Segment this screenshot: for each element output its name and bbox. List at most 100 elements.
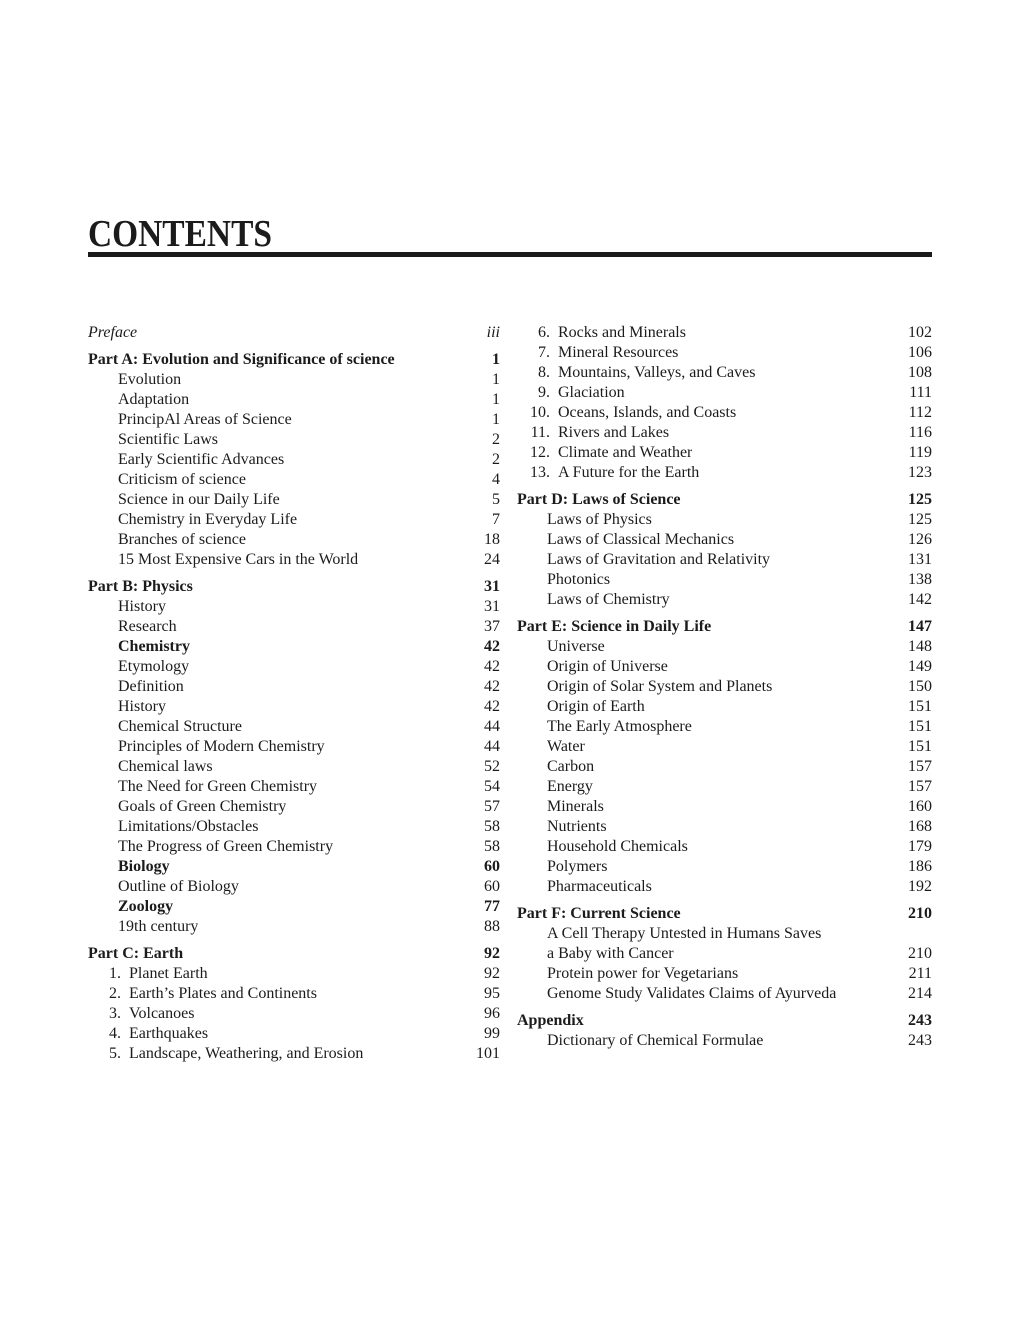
toc-entry: 1. Planet Earth 92: [88, 964, 500, 984]
toc-entry-number: 11.: [530, 424, 550, 441]
toc-entry-page-number: 125: [908, 511, 932, 528]
toc-entry: Etymology 42: [88, 657, 500, 677]
toc-entry-label: Science in our Daily Life: [118, 491, 280, 508]
toc-entry: Photonics 138: [517, 570, 932, 590]
toc-entry-page-number: 1: [492, 351, 500, 368]
toc-entry: Origin of Earth 151: [517, 697, 932, 717]
page-title: CONTENTS: [88, 213, 272, 255]
toc-entry-page-number: 77: [484, 898, 500, 915]
toc-entry-label: Rivers and Lakes: [558, 424, 670, 441]
toc-entry-label: A Cell Therapy Untested in Humans Saves: [547, 925, 822, 942]
toc-column-left: Preface iii Part A: Evolution and Signific…: [88, 323, 500, 1064]
toc-entry-page-number: 24: [484, 551, 500, 568]
toc-entry: Origin of Solar System and Planets 150: [517, 677, 932, 697]
toc-entry-label: Evolution: [118, 371, 182, 388]
toc-entry-label: Laws of Gravitation and Relativity: [547, 551, 771, 568]
toc-entry-label: Polymers: [547, 858, 608, 875]
toc-entry-page-number: 116: [908, 424, 932, 441]
toc-entry-page-number: 157: [908, 758, 932, 775]
toc-entry-page-number: 58: [484, 818, 500, 835]
toc-entry-page-number: 2: [492, 431, 500, 448]
toc-entry-page-number: 54: [484, 778, 500, 795]
toc-entry-page-number: 42: [484, 638, 500, 655]
toc-entry-label: Mineral Resources: [558, 344, 679, 361]
toc-entry-label: Branches of science: [118, 531, 246, 548]
toc-entry-label: The Need for Green Chemistry: [118, 778, 318, 795]
toc-entry-number: 1.: [109, 965, 121, 982]
toc-entry-label: Criticism of science: [118, 471, 246, 488]
toc-entry: Laws of Classical Mechanics 126: [517, 530, 932, 550]
toc-entry-page-number: 211: [908, 965, 932, 982]
toc-entry-label: Carbon: [547, 758, 595, 775]
toc-entry-page-number: 37: [484, 618, 500, 635]
toc-entry-label: Origin of Universe: [547, 658, 668, 675]
toc-entry-page-number: 192: [908, 878, 932, 895]
toc-entry: 4. Earthquakes 99: [88, 1024, 500, 1044]
toc-entry: Chemistry 42: [88, 637, 500, 657]
toc-entry: Biology 60: [88, 857, 500, 877]
toc-entry-page-number: 151: [908, 738, 932, 755]
toc-entry: 9. Glaciation 111: [517, 383, 932, 403]
toc-entry: 10. Oceans, Islands, and Coasts 112: [517, 403, 932, 423]
toc-entry-page-number: 44: [484, 718, 500, 735]
toc-entry-page-number: iii: [486, 324, 500, 341]
toc-entry-label: Appendix: [517, 1012, 584, 1029]
toc-entry-page-number: 101: [476, 1045, 500, 1062]
toc-entry-label: Preface: [88, 324, 138, 341]
toc-entry-page-number: 243: [908, 1032, 932, 1049]
toc-entry: Laws of Gravitation and Relativity 131: [517, 550, 932, 570]
toc-entry-page-number: 210: [908, 945, 932, 962]
toc-entry: 5. Landscape, Weathering, and Erosion 101: [88, 1044, 500, 1064]
toc-part-heading: Part A: Evolution and Significance of sc…: [88, 350, 500, 370]
toc-entry: 6. Rocks and Minerals 102: [517, 323, 932, 343]
toc-entry-label: Landscape, Weathering, and Erosion: [129, 1045, 364, 1062]
toc-entry-label: Protein power for Vegetarians: [547, 965, 739, 982]
toc-entry: 13. A Future for the Earth 123: [517, 463, 932, 483]
toc-entry: Carbon 157: [517, 757, 932, 777]
toc-entry-page-number: 111: [909, 384, 932, 401]
toc-columns: Preface iii Part A: Evolution and Signific…: [88, 323, 932, 1064]
toc-entry-label: Part B: Physics: [88, 578, 193, 595]
toc-entry: 2. Earth’s Plates and Continents 95: [88, 984, 500, 1004]
toc-entry-page-number: 210: [908, 905, 932, 922]
toc-entry-number: 8.: [538, 364, 550, 381]
toc-entry-page-number: 92: [484, 945, 500, 962]
toc-entry: Zoology 77: [88, 897, 500, 917]
toc-column-right: 6. Rocks and Minerals 102 7. Mineral Resourc…: [517, 323, 932, 1064]
toc-entry: Minerals 160: [517, 797, 932, 817]
toc-entry-page-number: 7: [492, 511, 500, 528]
toc-entry-page-number: 96: [484, 1005, 500, 1022]
toc-entry-label: Universe: [547, 638, 605, 655]
toc-entry-page-number: 126: [908, 531, 932, 548]
toc-entry: The Need for Green Chemistry 54: [88, 777, 500, 797]
toc-entry-page-number: 160: [908, 798, 932, 815]
toc-entry-number: 2.: [109, 985, 121, 1002]
toc-entry-page-number: 52: [484, 758, 500, 775]
toc-entry: 8. Mountains, Valleys, and Caves 108: [517, 363, 932, 383]
toc-entry: Scientific Laws 2: [88, 430, 500, 450]
toc-entry-page-number: 1: [492, 391, 500, 408]
toc-entry: Goals of Green Chemistry 57: [88, 797, 500, 817]
toc-entry-label: Oceans, Islands, and Coasts: [558, 404, 737, 421]
toc-entry-label: Energy: [547, 778, 593, 795]
toc-entry-page-number: 58: [484, 838, 500, 855]
toc-part-heading: Part D: Laws of Science 125: [517, 490, 932, 510]
toc-entry-page-number: 119: [908, 444, 932, 461]
toc-entry-number: 13.: [530, 464, 550, 481]
toc-entry: Preface iii: [88, 323, 500, 343]
toc-entry-page-number: 151: [908, 718, 932, 735]
toc-entry-number: 9.: [538, 384, 550, 401]
toc-part-heading: Part E: Science in Daily Life 147: [517, 617, 932, 637]
toc-entry: 11. Rivers and Lakes 116: [517, 423, 932, 443]
toc-entry: Adaptation 1: [88, 390, 500, 410]
toc-entry-label: Goals of Green Chemistry: [118, 798, 287, 815]
toc-entry-page-number: 148: [908, 638, 932, 655]
toc-entry-label: 15 Most Expensive Cars in the World: [118, 551, 359, 568]
toc-entry: Science in our Daily Life 5: [88, 490, 500, 510]
toc-entry-page-number: 157: [908, 778, 932, 795]
toc-entry-label: Laws of Classical Mechanics: [547, 531, 735, 548]
toc-entry: 3. Volcanoes 96: [88, 1004, 500, 1024]
toc-entry: 19th century 88: [88, 917, 500, 937]
toc-entry: Water 151: [517, 737, 932, 757]
